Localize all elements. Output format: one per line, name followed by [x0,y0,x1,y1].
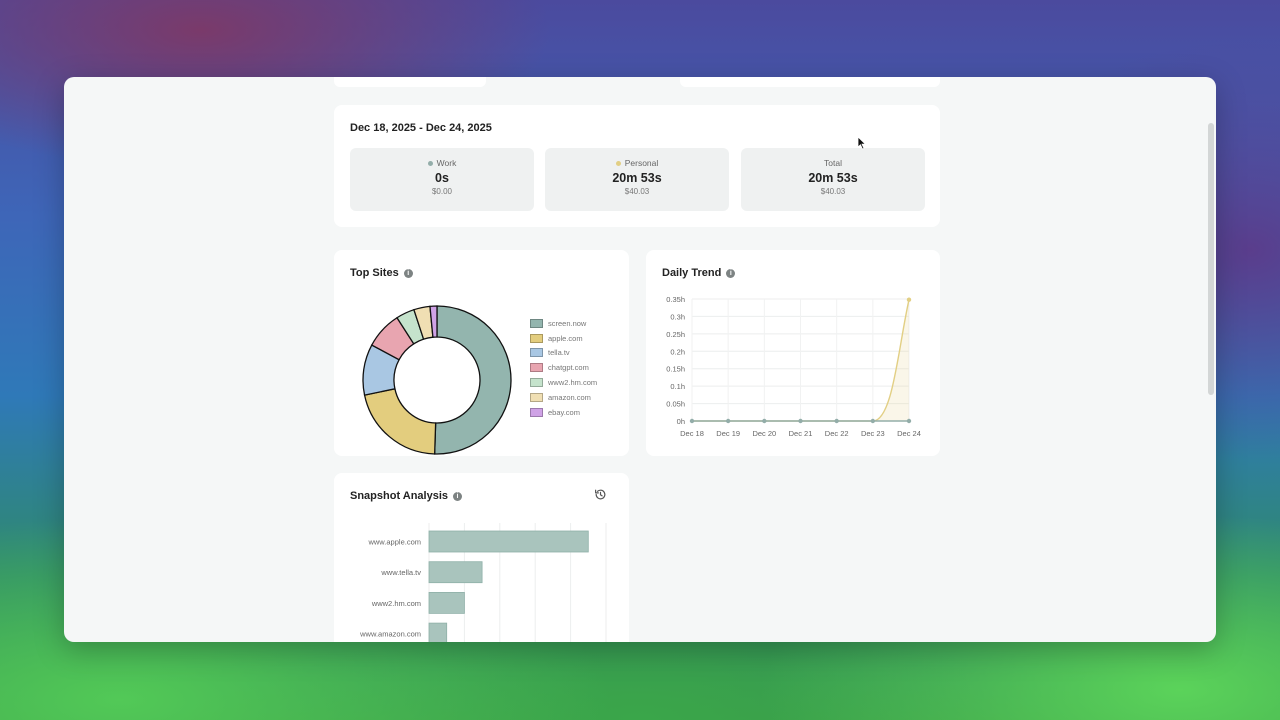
top-sites-card: Top Sites i screen.now apple.com tella.tv c… [334,250,629,456]
snapshot-bar[interactable] [428,622,448,642]
daily-trend-card: Daily Trend i 0h 0.05h 0.1h 0.15h 0.2h 0.25h 0… [646,250,940,456]
daily-trend-chart: 0h 0.05h 0.1h 0.15h 0.2h 0.25h 0.3h 0.35h Dec 18… [666,295,921,438]
bar-label: www.amazon.com [359,630,421,639]
legend-label: amazon.com [548,392,591,402]
info-icon[interactable]: i [453,491,463,501]
donut-slice[interactable] [429,305,438,338]
legend-label: screen.now [548,318,587,328]
personal-cost: $40.03 [624,187,650,196]
personal-point[interactable] [906,297,912,302]
mouse-cursor-icon [857,136,867,150]
top-sites-legend: screen.now apple.com tella.tv chatgpt.com ww… [530,316,597,420]
x-tick-label: Dec 23 [861,429,885,438]
top-toolbar-partial [334,77,940,89]
daily-trend-title: Daily Trend [662,267,722,279]
legend-swatch [530,363,543,373]
work-point[interactable] [870,418,876,424]
history-icon[interactable] [594,488,607,501]
date-range: Dec 18, 2025 - Dec 24, 2025 [350,122,492,134]
y-tick-label: 0.05h [666,400,685,409]
work-point[interactable] [906,418,912,424]
x-tick-label: Dec 21 [789,429,813,438]
y-tick-label: 0.1h [670,382,685,391]
personal-value: 20m 53s [612,171,662,185]
snapshot-bar[interactable] [428,592,465,614]
personal-dot-icon [615,160,621,166]
scrollbar[interactable] [1208,123,1214,395]
legend-item[interactable]: screen.now [530,316,597,331]
total-value: 20m 53s [808,171,858,185]
snapshot-title: Snapshot Analysis [350,490,449,502]
legend-swatch [530,333,543,343]
total-label: Total [824,158,842,168]
legend-label: chatgpt.com [548,363,589,373]
y-tick-label: 0.35h [666,295,685,304]
snapshot-bar-chart: www.apple.com www.tella.tv www2.hm.com www.… [359,523,607,642]
legend-item[interactable]: chatgpt.com [530,360,597,375]
work-value: 0s [435,171,449,185]
personal-label: Personal [624,158,659,168]
x-tick-label: Dec 24 [897,429,921,438]
legend-item[interactable]: apple.com [530,331,597,346]
snapshot-bar[interactable] [428,561,483,584]
legend-swatch [530,378,543,388]
legend-swatch [530,392,543,402]
legend-label: www2.hm.com [548,378,598,388]
bar-label: www.tella.tv [380,568,421,577]
work-label: Work [436,158,457,168]
legend-swatch [530,348,543,358]
info-icon[interactable]: i [726,268,736,278]
bar-label: www.apple.com [367,538,421,547]
total-cost: $40.03 [820,187,846,196]
x-tick-label: Dec 19 [716,429,740,438]
personal-stat: Personal 20m 53s $40.03 [545,148,729,211]
work-point[interactable] [798,418,803,424]
donut-slice[interactable] [433,305,512,455]
legend-item[interactable]: tella.tv [530,346,597,361]
work-point[interactable] [762,418,767,424]
snapshot-card: Snapshot Analysis i www.apple.com www.tel… [334,473,629,642]
total-stat: Total 20m 53s $40.03 [741,148,925,211]
donut-slice[interactable] [363,388,437,455]
x-tick-label: Dec 18 [680,429,704,438]
work-point[interactable] [834,418,839,424]
x-tick-label: Dec 20 [752,429,776,438]
summary-card: Dec 18, 2025 - Dec 24, 2025 Work 0s $0.0… [334,105,940,227]
legend-label: tella.tv [548,348,570,358]
y-tick-label: 0.25h [666,330,685,339]
top-sites-title: Top Sites [350,267,399,279]
work-point[interactable] [689,418,695,424]
personal-area [692,299,909,421]
legend-item[interactable]: ebay.com [530,405,597,420]
legend-swatch [530,318,543,328]
y-tick-label: 0.15h [666,365,685,374]
legend-label: apple.com [548,333,583,343]
legend-item[interactable]: amazon.com [530,390,597,405]
work-dot-icon [427,160,433,166]
top-sites-donut-chart [362,305,512,455]
app-window: Dec 18, 2025 - Dec 24, 2025 Work 0s $0.0… [64,77,1216,642]
y-tick-label: 0.3h [670,312,685,321]
snapshot-bar[interactable] [428,530,589,553]
bar-label: www2.hm.com [371,599,421,608]
work-point[interactable] [725,418,731,424]
y-tick-label: 0h [677,417,685,426]
x-tick-label: Dec 22 [825,429,849,438]
work-cost: $0.00 [431,187,453,196]
work-stat: Work 0s $0.00 [350,148,534,211]
y-tick-label: 0.2h [670,347,685,356]
legend-swatch [530,407,543,417]
legend-label: ebay.com [548,407,580,417]
info-icon[interactable]: i [403,268,413,278]
legend-item[interactable]: www2.hm.com [530,375,597,390]
